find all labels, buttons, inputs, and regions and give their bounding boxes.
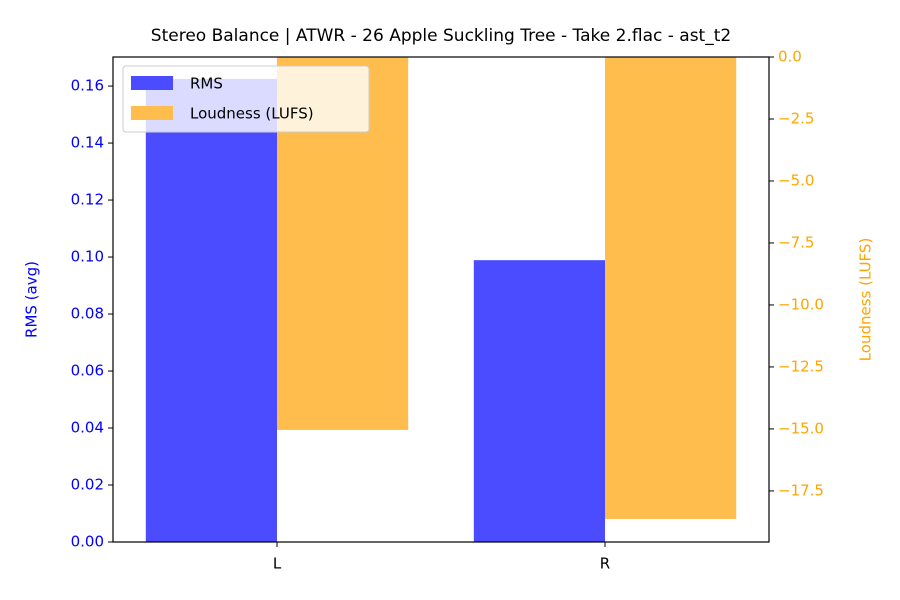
- bar: [145, 78, 277, 542]
- y2-tick-label: −17.5: [778, 481, 824, 499]
- y2-tick-label: −5.0: [778, 171, 814, 189]
- x-tick-label: R: [600, 555, 610, 573]
- y2-axis-label: Loudness (LUFS): [857, 238, 875, 362]
- y-tick-label: 0.12: [71, 191, 104, 209]
- y-tick-label: 0.06: [71, 362, 104, 380]
- y2-tick-label: −15.0: [778, 419, 824, 437]
- y-tick-label: 0.02: [71, 476, 104, 494]
- y-tick-label: 0.16: [71, 77, 104, 95]
- y-tick-label: 0.04: [71, 419, 104, 437]
- y2-tick-label: −12.5: [778, 357, 824, 375]
- legend-label: RMS: [190, 75, 223, 93]
- y-tick-label: 0.10: [71, 248, 104, 266]
- y-axis-label: RMS (avg): [23, 261, 41, 338]
- legend-box: [122, 65, 370, 133]
- chart-title: Stereo Balance | ATWR - 26 Apple Sucklin…: [151, 26, 731, 46]
- y-tick-label: 0.14: [71, 134, 104, 152]
- y2-tick-label: 0.0: [778, 48, 802, 66]
- y-tick-label: 0.08: [71, 305, 104, 323]
- bar: [605, 57, 737, 519]
- legend-label: Loudness (LUFS): [190, 105, 314, 123]
- bar: [473, 260, 605, 542]
- y-tick-label: 0.00: [71, 533, 104, 551]
- x-tick-label: L: [273, 555, 282, 573]
- y2-tick-label: −2.5: [778, 109, 814, 127]
- legend-swatch: [131, 76, 173, 90]
- y2-tick-label: −7.5: [778, 233, 814, 251]
- legend-swatch: [131, 106, 173, 120]
- y2-tick-label: −10.0: [778, 295, 824, 313]
- plot-frame: [112, 56, 770, 543]
